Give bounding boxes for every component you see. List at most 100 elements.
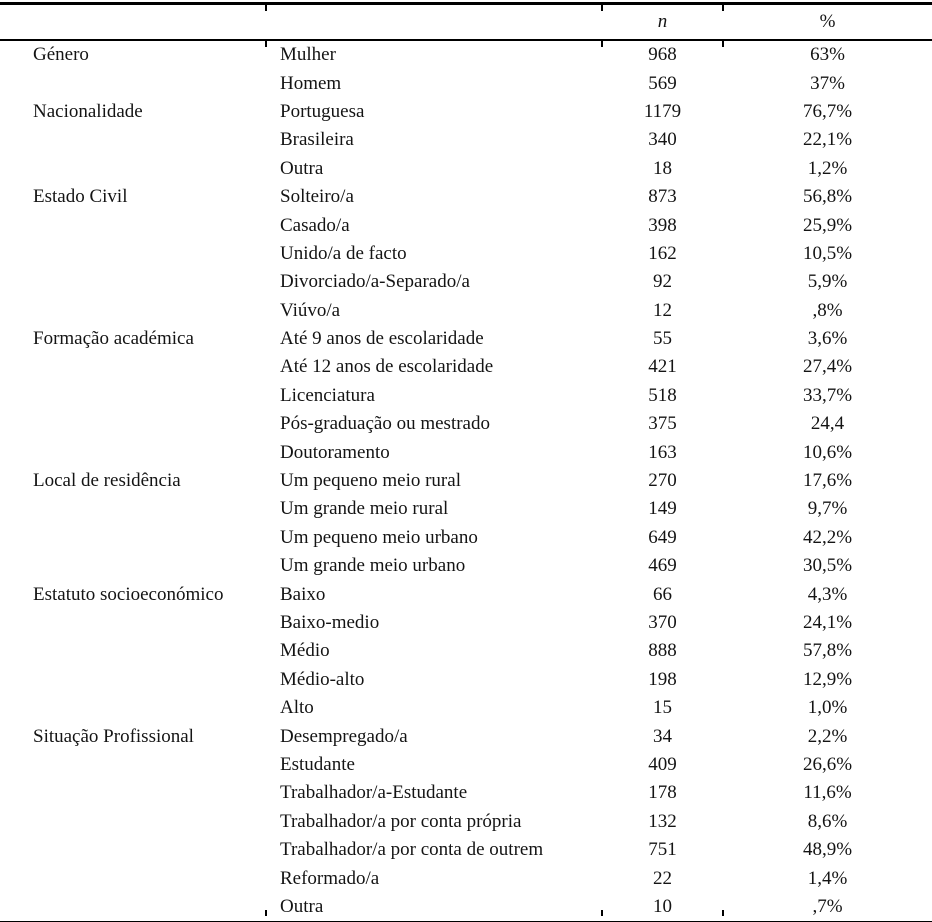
n-value-cell: 198 — [648, 668, 677, 690]
level-cell: Brasileira — [280, 129, 354, 151]
column-tick — [601, 910, 603, 916]
percent-value-cell: 33,7% — [802, 384, 853, 406]
table-row: Outra 18 1,2% — [0, 155, 932, 183]
n-value-cell: 375 — [648, 413, 677, 435]
table-row: Estado Civil Solteiro/a 873 56,8% — [0, 183, 932, 211]
column-tick — [601, 41, 603, 47]
column-tick — [722, 910, 724, 916]
percent-value-cell: 24,1% — [802, 612, 853, 633]
table-row: Um grande meio rural 149 9,7% — [0, 495, 932, 523]
table-row: Licenciatura 518 33,7% — [0, 382, 932, 410]
n-value-cell: 968 — [648, 44, 677, 66]
n-value-cell: 66 — [653, 583, 672, 605]
table-row: Um grande meio urbano 469 30,5% — [0, 552, 932, 580]
percent-value-cell: 76,7% — [802, 100, 853, 122]
level-cell: Pós-graduação ou mestrado — [280, 413, 490, 435]
table-row: Local de residência Um pequeno meio rural… — [0, 467, 932, 495]
percent-value-cell: 1,2% — [807, 157, 848, 179]
n-value-cell: 370 — [648, 612, 677, 633]
n-value-cell: 163 — [648, 441, 677, 463]
category-cell: Formação académica — [33, 328, 194, 350]
percent-value-cell: 63% — [810, 44, 845, 66]
column-tick — [265, 41, 267, 47]
level-cell: Trabalhador/a por conta própria — [280, 810, 522, 832]
n-value-cell: 55 — [653, 328, 672, 350]
n-value-cell: 132 — [648, 810, 677, 832]
table-row: Casado/a 398 25,9% — [0, 211, 932, 239]
n-value-cell: 178 — [648, 782, 677, 804]
percent-value-cell: 30,5% — [802, 555, 853, 577]
n-value-cell: 270 — [648, 470, 677, 492]
category-cell: Local de residência — [33, 470, 181, 492]
table-row: Homem 569 37% — [0, 69, 932, 97]
percent-value-cell: 25,9% — [802, 214, 853, 236]
level-cell: Trabalhador/a por conta de outrem — [280, 839, 544, 861]
table-row: Viúvo/a 12 ,8% — [0, 297, 932, 325]
n-value-cell: 1179 — [643, 100, 682, 122]
table-row: Doutoramento 163 10,6% — [0, 438, 932, 466]
table-row: Pós-graduação ou mestrado 375 24,4 — [0, 410, 932, 438]
column-tick — [722, 41, 724, 47]
level-cell: Um pequeno meio urbano — [280, 526, 478, 548]
percent-value-cell: 1,0% — [807, 697, 848, 719]
n-value-cell: 15 — [653, 697, 672, 719]
level-cell: Portuguesa — [280, 100, 365, 122]
percent-value-cell: 5,9% — [807, 271, 848, 293]
level-cell: Viúvo/a — [280, 299, 341, 321]
table-row: Unido/a de facto 162 10,5% — [0, 240, 932, 268]
table-row: Médio-alto 198 12,9% — [0, 666, 932, 694]
table-row: Trabalhador/a-Estudante 178 11,6% — [0, 779, 932, 807]
level-cell: Até 9 anos de escolaridade — [280, 328, 484, 350]
level-cell: Trabalhador/a-Estudante — [280, 782, 468, 804]
n-value-cell: 421 — [648, 356, 677, 378]
level-cell: Médio — [280, 640, 330, 662]
category-cell: Nacionalidade — [33, 100, 143, 122]
percent-value-cell: 4,3% — [807, 583, 848, 605]
table-row: Situação Profissional Desempregado/a 34 2,2… — [0, 722, 932, 750]
n-value-cell: 888 — [648, 640, 677, 662]
table-row: Trabalhador/a por conta própria 132 8,6% — [0, 808, 932, 836]
level-cell: Doutoramento — [280, 441, 390, 463]
column-tick — [601, 5, 603, 11]
table-row: Formação académica Até 9 anos de escolari… — [0, 325, 932, 353]
percent-value-cell: 2,2% — [807, 725, 848, 747]
n-value-cell: 569 — [648, 72, 677, 94]
level-cell: Divorciado/a-Separado/a — [280, 271, 470, 293]
column-tick — [265, 5, 267, 11]
level-cell: Baixo — [280, 583, 326, 605]
table-row: Divorciado/a-Separado/a 92 5,9% — [0, 268, 932, 296]
n-value-cell: 92 — [653, 271, 672, 293]
n-value-cell: 10 — [653, 895, 672, 917]
category-cell: Estatuto socioeconómico — [33, 583, 224, 605]
table-row: Outra 10 ,7% — [0, 893, 932, 921]
percent-value-cell: ,8% — [812, 299, 843, 321]
level-cell: Um grande meio rural — [280, 498, 449, 520]
percent-value-cell: 26,6% — [802, 753, 853, 775]
percent-value-cell: 1,4% — [807, 867, 848, 889]
level-cell: Unido/a de facto — [280, 242, 407, 264]
table-row: Brasileira 340 22,1% — [0, 126, 932, 154]
n-value-cell: 340 — [648, 129, 677, 151]
level-cell: Outra — [280, 157, 324, 179]
percent-value-cell: 10,5% — [802, 242, 853, 264]
table-row: Um pequeno meio urbano 649 42,2% — [0, 524, 932, 552]
n-value-cell: 518 — [648, 384, 677, 406]
n-value-cell: 751 — [648, 839, 677, 861]
n-value-cell: 22 — [653, 867, 672, 889]
level-cell: Homem — [280, 72, 342, 94]
level-cell: Médio-alto — [280, 668, 365, 690]
percent-value-cell: 9,7% — [807, 498, 848, 520]
percent-value-cell: 48,9% — [802, 839, 853, 861]
level-cell: Um pequeno meio rural — [280, 470, 461, 492]
percent-value-cell: 3,6% — [807, 328, 848, 350]
percent-value-cell: ,7% — [812, 895, 843, 917]
table-body: Género Mulher 968 63% Homem 569 37% Nacionalida… — [0, 41, 932, 922]
level-cell: Até 12 anos de escolaridade — [280, 356, 494, 378]
table-row: Género Mulher 968 63% — [0, 41, 932, 69]
column-tick — [265, 910, 267, 916]
level-cell: Outra — [280, 895, 324, 917]
n-value-cell: 649 — [648, 526, 677, 548]
table-header-row: n % — [0, 2, 932, 41]
level-cell: Desempregado/a — [280, 725, 408, 747]
